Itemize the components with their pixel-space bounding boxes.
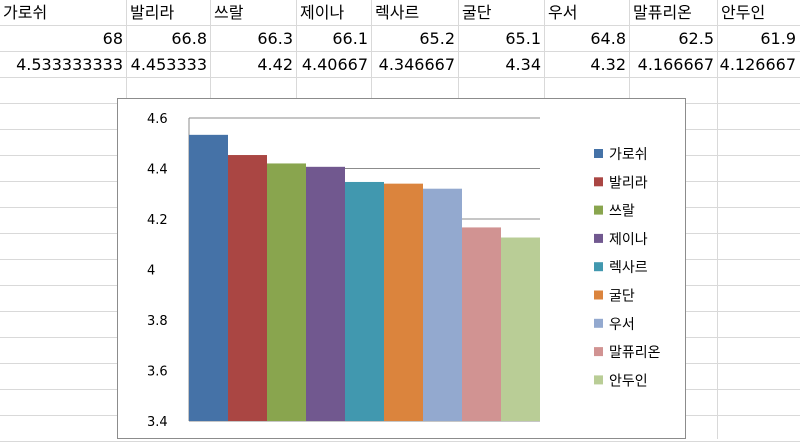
legend-swatch-8 (594, 375, 603, 385)
cell-row2-6[interactable]: 64.8 (590, 29, 626, 48)
cell-row3-6[interactable]: 4.32 (590, 55, 626, 74)
y-tick-label-3: 4 (147, 264, 155, 279)
cell-row3-7[interactable]: 4.166667 (637, 55, 714, 74)
legend-label-1: 발리라 (609, 175, 648, 191)
y-tick-label-4: 4.2 (147, 213, 168, 228)
grid-row-line (0, 51, 800, 52)
legend-label-7: 말퓨리온 (609, 345, 661, 361)
cell-row2-7[interactable]: 62.5 (678, 29, 714, 48)
chart-svg: 3.4 3.6 3.8 4 4.2 4.4 4.6 가로쉬발리라쓰랄제이나렉사르굴단우서말퓨리… (147, 112, 661, 430)
cell-row2-4[interactable]: 65.2 (419, 29, 455, 48)
legend-swatch-5 (594, 290, 603, 300)
y-tick-label-0: 3.4 (147, 415, 168, 430)
cell-header-row-2[interactable]: 쓰랄 (214, 3, 244, 22)
cell-header-row-4[interactable]: 렉사르 (375, 3, 420, 22)
legend-swatch-7 (594, 347, 603, 357)
y-tick-label-5: 4.4 (147, 163, 168, 178)
legend-label-4: 렉사르 (609, 260, 648, 276)
bar-0 (189, 134, 228, 422)
cell-header-row-0[interactable]: 가로쉬 (3, 3, 48, 22)
bar-1 (228, 155, 267, 421)
cell-row2-2[interactable]: 66.3 (257, 29, 293, 48)
bar-8 (501, 237, 540, 421)
y-tick-label-6: 4.6 (147, 112, 168, 127)
cell-row3-1[interactable]: 4.453333 (130, 55, 207, 74)
grid-column-line (717, 0, 718, 439)
cell-row2-0[interactable]: 68 (102, 29, 123, 48)
legend-swatch-0 (594, 149, 603, 158)
grid-row-line (0, 25, 800, 26)
legend-swatch-2 (594, 205, 603, 215)
bar-2 (267, 163, 306, 421)
cell-header-row-7[interactable]: 말퓨리온 (633, 3, 692, 22)
legend-label-0: 가로쉬 (609, 147, 648, 163)
legend-swatch-1 (594, 177, 603, 187)
cell-row2-1[interactable]: 66.8 (171, 29, 207, 48)
cell-row3-5[interactable]: 4.34 (505, 55, 541, 74)
cell-row3-3[interactable]: 4.40667 (301, 55, 368, 74)
legend-label-2: 쓰랄 (609, 204, 635, 220)
bar-4 (345, 181, 384, 421)
legend-swatch-3 (594, 233, 603, 243)
cell-header-row-3[interactable]: 제이나 (300, 3, 345, 22)
cell-header-row-6[interactable]: 우서 (548, 3, 578, 22)
legend-label-6: 우서 (609, 317, 635, 333)
legend-label-5: 굴단 (609, 289, 635, 305)
cell-header-row-8[interactable]: 안두인 (721, 3, 766, 22)
cell-row2-5[interactable]: 65.1 (505, 29, 541, 48)
cell-row3-4[interactable]: 4.346667 (378, 55, 455, 74)
cell-row2-3[interactable]: 66.1 (332, 29, 368, 48)
legend-swatch-6 (594, 318, 603, 328)
legend-label-3: 제이나 (609, 232, 648, 248)
cell-row3-2[interactable]: 4.42 (257, 55, 293, 74)
cell-row3-0[interactable]: 4.533333333 (16, 55, 123, 74)
legend-swatch-4 (594, 262, 603, 272)
cell-row3-8[interactable]: 4.126667 (719, 55, 796, 74)
y-tick-label-2: 3.8 (147, 314, 168, 329)
y-tick-label-1: 3.6 (147, 365, 168, 380)
cell-row2-8[interactable]: 61.9 (760, 29, 796, 48)
bar-5 (384, 183, 423, 421)
cell-header-row-5[interactable]: 굴단 (462, 3, 492, 22)
bar-6 (423, 188, 462, 421)
bar-3 (306, 166, 345, 421)
cell-header-row-1[interactable]: 발리라 (130, 3, 175, 22)
grid-row-line (0, 77, 800, 78)
bar-7 (462, 227, 501, 421)
legend-label-8: 안두인 (609, 373, 648, 389)
